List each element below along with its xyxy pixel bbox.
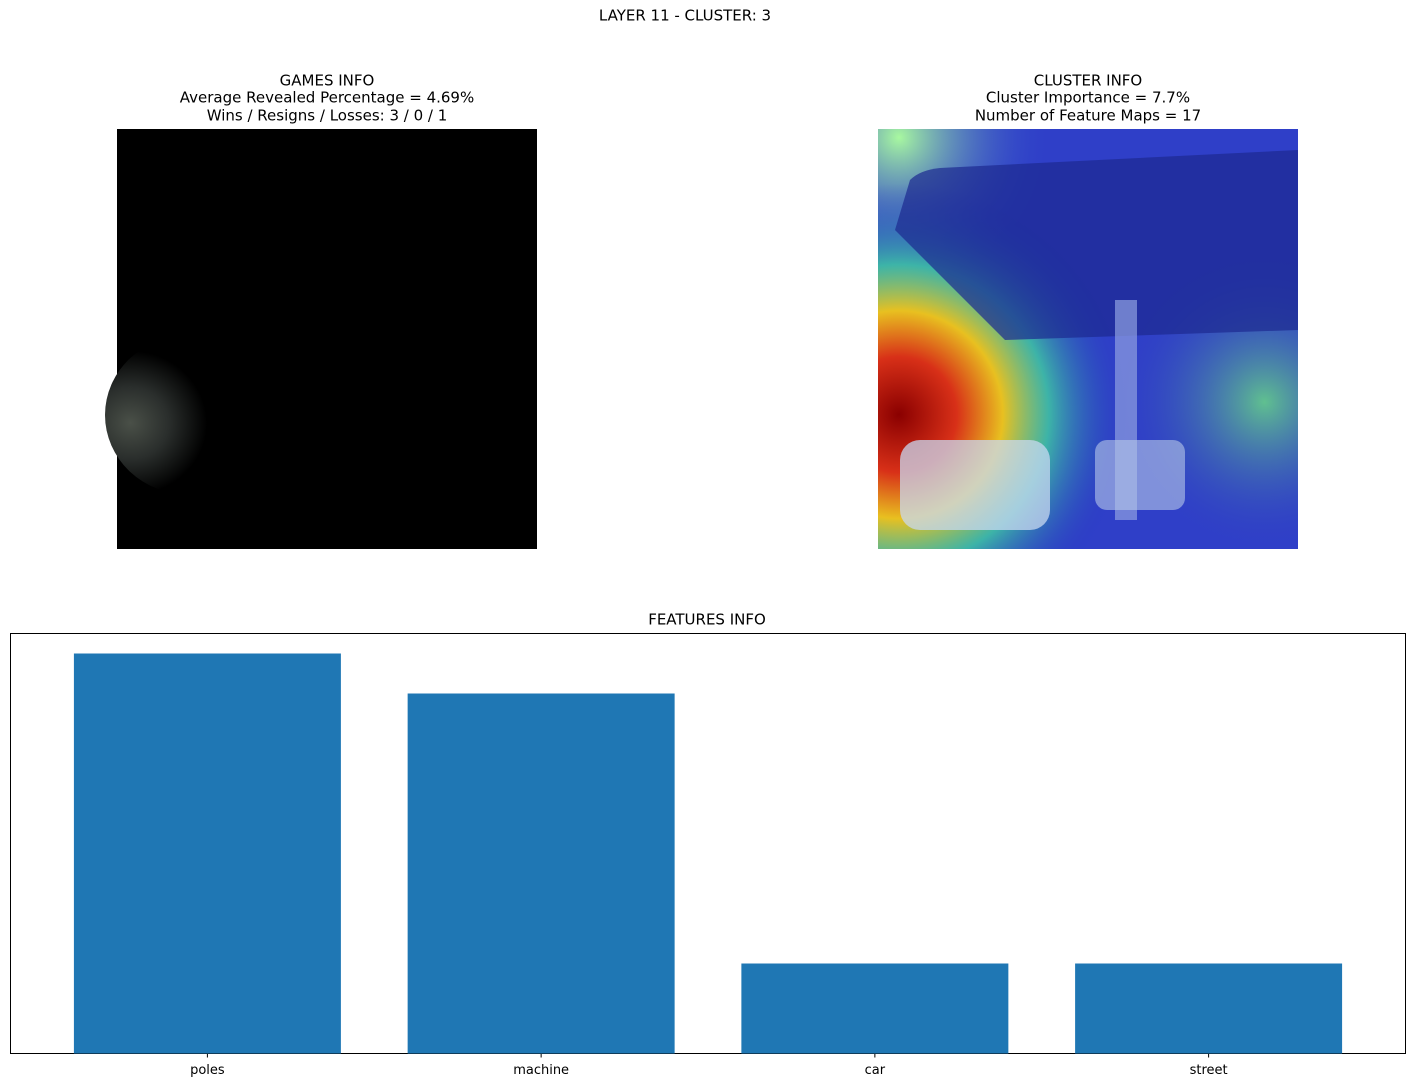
bar: [741, 963, 1009, 1054]
bar: [1075, 963, 1343, 1054]
heatmap-image: [878, 129, 1298, 549]
suptitle: LAYER 11 - CLUSTER: 3: [599, 7, 771, 25]
panel-info: Average Revealed Percentage = 4.69%: [180, 89, 474, 107]
x-tick-label: street: [1190, 1063, 1228, 1078]
x-tick-label: machine: [513, 1063, 569, 1078]
bar: [73, 653, 341, 1054]
panel-info: Wins / Resigns / Losses: 3 / 0 / 1: [207, 107, 448, 125]
bar: [407, 693, 675, 1054]
x-tick-label: car: [865, 1063, 886, 1078]
chart-title: FEATURES INFO: [648, 611, 766, 629]
panel-info: Cluster Importance = 7.7%: [986, 89, 1190, 107]
panel-info: Number of Feature Maps = 17: [975, 107, 1201, 125]
revealed-image: [105, 129, 537, 549]
panel-title: CLUSTER INFO: [1034, 72, 1143, 90]
panel-title: GAMES INFO: [280, 72, 375, 90]
axes-frame: [10, 633, 1406, 1054]
x-tick-label: poles: [190, 1063, 225, 1078]
